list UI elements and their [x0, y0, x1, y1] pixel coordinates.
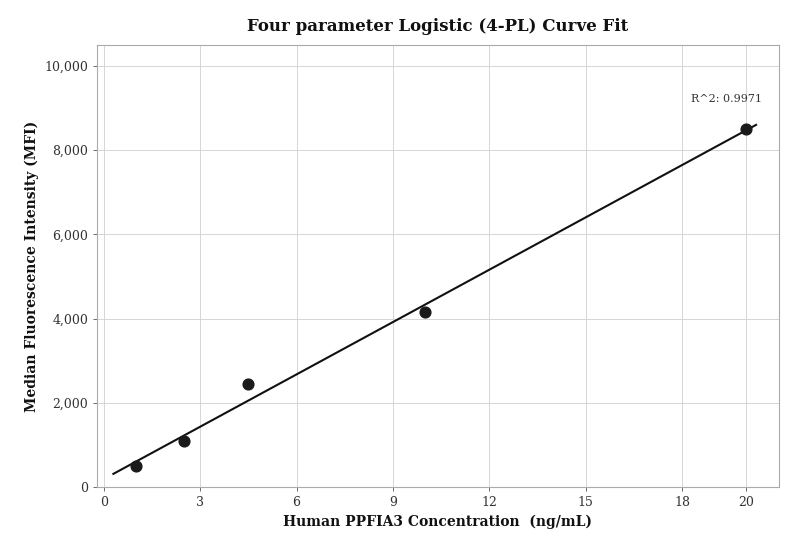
Point [242, 380, 255, 389]
Point [178, 436, 191, 445]
Point [130, 461, 143, 470]
Text: R^2: 0.9971: R^2: 0.9971 [692, 94, 762, 104]
X-axis label: Human PPFIA3 Concentration  (ng/mL): Human PPFIA3 Concentration (ng/mL) [283, 515, 593, 529]
Title: Four parameter Logistic (4-PL) Curve Fit: Four parameter Logistic (4-PL) Curve Fit [247, 18, 629, 35]
Point [418, 308, 431, 317]
Y-axis label: Median Fluorescence Intensity (MFI): Median Fluorescence Intensity (MFI) [24, 120, 39, 412]
Point [740, 124, 753, 133]
